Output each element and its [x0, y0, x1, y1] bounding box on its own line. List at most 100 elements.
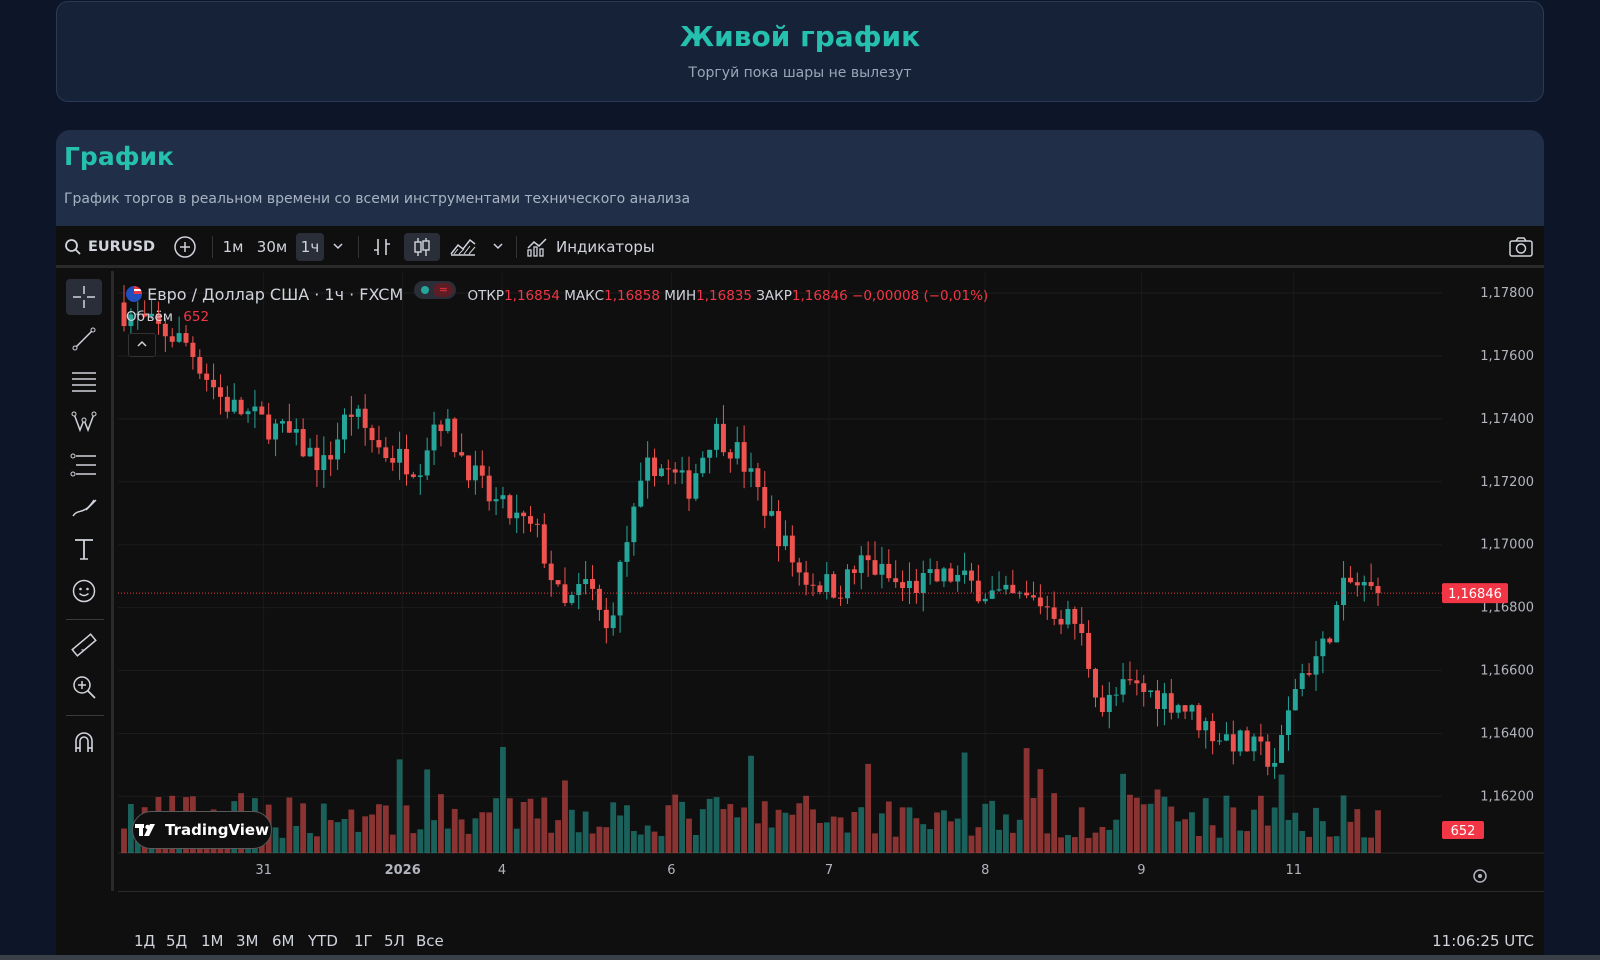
- candle-body[interactable]: [1182, 705, 1188, 712]
- candle-body[interactable]: [893, 578, 899, 583]
- candle-body[interactable]: [493, 499, 499, 502]
- candle-body[interactable]: [1285, 710, 1291, 736]
- range-6m[interactable]: 6М: [272, 932, 295, 950]
- candle-body[interactable]: [548, 563, 554, 581]
- candle-body[interactable]: [342, 414, 347, 440]
- candle-body[interactable]: [376, 440, 382, 448]
- candle-body[interactable]: [541, 524, 547, 564]
- candle-body[interactable]: [727, 452, 733, 459]
- candle-body[interactable]: [948, 568, 954, 582]
- candle-body[interactable]: [1210, 721, 1216, 742]
- candle-body[interactable]: [1354, 582, 1360, 586]
- candle-body[interactable]: [617, 561, 623, 616]
- candle-body[interactable]: [273, 423, 279, 440]
- candle-body[interactable]: [782, 535, 788, 547]
- candle-body[interactable]: [1155, 690, 1160, 709]
- chart-area[interactable]: 1,17800 1,17600 1,17400 1,17200 1,17000 1,168…: [118, 271, 1544, 891]
- candle-body[interactable]: [466, 455, 471, 481]
- candle-body[interactable]: [1010, 584, 1016, 594]
- candle-body[interactable]: [686, 470, 692, 499]
- crosshair-tool[interactable]: [66, 279, 102, 315]
- candle-body[interactable]: [245, 411, 251, 415]
- candle-body[interactable]: [562, 584, 568, 603]
- candle-body[interactable]: [1024, 592, 1030, 596]
- candle-body[interactable]: [658, 468, 664, 476]
- candle-body[interactable]: [1099, 697, 1105, 712]
- candle-body[interactable]: [176, 333, 182, 342]
- settings-icon[interactable]: [1473, 869, 1487, 883]
- candle-body[interactable]: [390, 458, 396, 463]
- candle-body[interactable]: [1251, 736, 1257, 752]
- area-chart-button[interactable]: [448, 233, 478, 261]
- range-ytd[interactable]: YTD: [308, 932, 338, 950]
- candle-body[interactable]: [1086, 632, 1092, 669]
- candle-body[interactable]: [231, 399, 237, 412]
- range-5d[interactable]: 5Д: [166, 932, 188, 950]
- utc-clock[interactable]: 11:06:25 UTC: [1432, 932, 1534, 950]
- candle-body[interactable]: [204, 373, 210, 380]
- candle-body[interactable]: [500, 495, 506, 500]
- symbol-search[interactable]: EURUSD: [64, 233, 164, 261]
- candle-body[interactable]: [1051, 607, 1057, 619]
- candle-body[interactable]: [355, 408, 361, 417]
- candle-body[interactable]: [638, 480, 644, 507]
- candle-body[interactable]: [1375, 586, 1381, 594]
- candle-body[interactable]: [1334, 605, 1340, 643]
- candle-body[interactable]: [1168, 693, 1174, 713]
- candle-body[interactable]: [1127, 679, 1133, 681]
- collapse-legend-button[interactable]: [128, 333, 156, 357]
- range-1y[interactable]: 1Г: [354, 932, 373, 950]
- candle-body[interactable]: [1079, 623, 1085, 633]
- candle-body[interactable]: [128, 314, 134, 327]
- candle-body[interactable]: [328, 455, 334, 460]
- candle-body[interactable]: [886, 563, 892, 579]
- candle-body[interactable]: [769, 511, 775, 516]
- candle-body[interactable]: [1368, 582, 1374, 587]
- candle-body[interactable]: [438, 424, 444, 432]
- text-tool[interactable]: [66, 531, 102, 567]
- candle-body[interactable]: [472, 465, 478, 481]
- candle-body[interactable]: [831, 574, 837, 598]
- candle-body[interactable]: [1327, 638, 1333, 643]
- candle-body[interactable]: [1299, 673, 1305, 690]
- candle-body[interactable]: [1244, 730, 1250, 752]
- candle-body[interactable]: [362, 408, 368, 428]
- candle-body[interactable]: [348, 414, 354, 417]
- candle-body[interactable]: [624, 542, 630, 562]
- candle-body[interactable]: [1072, 608, 1078, 624]
- candle-body[interactable]: [1313, 656, 1319, 675]
- candle-body[interactable]: [596, 588, 602, 610]
- candle-body[interactable]: [1292, 689, 1298, 711]
- range-all[interactable]: Все: [416, 932, 444, 950]
- brush-tool[interactable]: [66, 489, 102, 525]
- range-1d[interactable]: 1Д: [134, 932, 156, 950]
- candle-body[interactable]: [975, 580, 981, 602]
- range-5y[interactable]: 5Л: [384, 932, 405, 950]
- candle-body[interactable]: [590, 579, 596, 589]
- candle-body[interactable]: [555, 580, 561, 585]
- candle-body[interactable]: [872, 560, 878, 575]
- candle-body[interactable]: [424, 450, 430, 476]
- candle-body[interactable]: [521, 512, 527, 517]
- candle-body[interactable]: [707, 449, 713, 458]
- interval-dropdown[interactable]: [328, 233, 348, 261]
- candle-body[interactable]: [789, 535, 795, 563]
- candle-body[interactable]: [865, 555, 871, 561]
- candle-body[interactable]: [1120, 679, 1126, 695]
- candle-body[interactable]: [720, 423, 726, 453]
- candle-body[interactable]: [279, 421, 285, 424]
- candle-body[interactable]: [369, 427, 375, 441]
- bar-chart-button[interactable]: [366, 233, 398, 261]
- candle-body[interactable]: [665, 468, 671, 470]
- candle-body[interactable]: [803, 572, 809, 585]
- candle-body[interactable]: [197, 357, 203, 374]
- candle-body[interactable]: [162, 323, 168, 337]
- candle-body[interactable]: [383, 447, 389, 459]
- candle-body[interactable]: [335, 439, 341, 460]
- candle-body[interactable]: [714, 423, 720, 450]
- interval-30m[interactable]: 30м: [256, 238, 288, 256]
- candle-body[interactable]: [955, 574, 961, 582]
- candle-body[interactable]: [507, 495, 513, 519]
- candle-body[interactable]: [762, 487, 768, 516]
- candle-body[interactable]: [969, 570, 974, 581]
